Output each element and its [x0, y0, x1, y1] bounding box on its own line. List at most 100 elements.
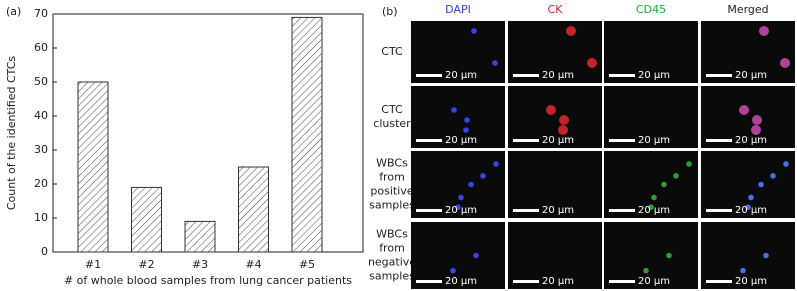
cell	[587, 58, 597, 68]
scale-bar-label: 20 μm	[445, 70, 477, 81]
bar	[131, 186, 162, 253]
cell	[780, 58, 790, 68]
cell	[783, 161, 789, 167]
scale-bar-label: 20 μm	[542, 70, 574, 81]
row-label: CTC	[381, 103, 403, 116]
column-header: CD45	[636, 3, 666, 16]
column-header: DAPI	[445, 3, 471, 16]
scale-bar-label: 20 μm	[445, 276, 477, 287]
scale-bar-label: 20 μm	[735, 135, 767, 146]
scale-bar	[416, 209, 442, 212]
micrograph	[604, 21, 698, 83]
row-label: positive	[370, 185, 413, 198]
scale-bar-label: 20 μm	[638, 276, 670, 287]
cell	[464, 117, 470, 123]
cell	[648, 204, 654, 210]
row-label: from	[379, 171, 405, 184]
cell	[559, 115, 569, 125]
y-tick-label: 60	[34, 41, 48, 54]
y-tick-label: 0	[41, 245, 48, 258]
column-header: Merged	[727, 3, 768, 16]
cell	[739, 105, 749, 115]
y-tick-label: 30	[34, 143, 48, 156]
cell	[686, 161, 692, 167]
row-label: WBCs	[376, 157, 408, 170]
cell	[752, 115, 762, 125]
x-axis-label: # of whole blood samples from lung cance…	[64, 274, 352, 287]
panel-label: (a)	[6, 5, 21, 18]
scale-bar	[609, 74, 635, 77]
row-label: CTC	[381, 45, 403, 58]
cell	[458, 194, 464, 201]
bar	[238, 166, 269, 253]
cell	[471, 28, 477, 34]
micrograph	[508, 222, 602, 289]
y-tick-label: 50	[34, 75, 48, 88]
micrograph	[411, 86, 505, 148]
x-tick-label: #3	[192, 258, 208, 271]
scale-bar	[706, 74, 732, 77]
scale-bar	[609, 209, 635, 212]
micrograph	[411, 21, 505, 83]
cell	[451, 107, 457, 113]
column-header: CK	[548, 3, 564, 16]
scale-bar	[609, 280, 635, 283]
micrograph	[508, 86, 602, 148]
micrograph	[604, 222, 698, 289]
cell	[763, 252, 769, 259]
cell	[666, 252, 672, 259]
scale-bar	[706, 139, 732, 142]
cell	[759, 26, 769, 36]
micrograph	[508, 151, 602, 218]
cell	[661, 181, 667, 188]
cell	[468, 181, 474, 188]
x-tick-label: #4	[245, 258, 261, 271]
cell	[566, 26, 576, 36]
scale-bar-label: 20 μm	[445, 135, 477, 146]
scale-bar	[513, 209, 539, 212]
scale-bar-label: 20 μm	[735, 70, 767, 81]
cell	[492, 60, 498, 66]
row-label: samples	[369, 270, 415, 283]
y-tick-label: 10	[34, 211, 48, 224]
cell	[558, 125, 568, 135]
scale-bar-label: 20 μm	[735, 205, 767, 216]
scale-bar-label: 20 μm	[638, 70, 670, 81]
x-tick-label: #1	[85, 258, 101, 271]
row-label: samples	[369, 199, 415, 212]
scale-bar-label: 20 μm	[638, 135, 670, 146]
micrograph	[701, 86, 795, 148]
row-label: WBCs	[376, 228, 408, 241]
x-tick-label: #5	[299, 258, 315, 271]
scale-bar	[416, 74, 442, 77]
cell	[770, 173, 776, 179]
scale-bar-label: 20 μm	[638, 205, 670, 216]
micrograph	[701, 222, 795, 289]
scale-bar	[609, 139, 635, 142]
cell	[480, 173, 486, 179]
bar	[77, 81, 109, 253]
scale-bar	[706, 280, 732, 283]
row-label: cluster	[373, 117, 411, 130]
micrograph	[411, 222, 505, 289]
scale-bar	[416, 139, 442, 142]
micrograph	[508, 21, 602, 83]
bar	[291, 16, 323, 253]
y-tick-label: 40	[34, 109, 48, 122]
scale-bar	[513, 139, 539, 142]
cell	[463, 127, 469, 133]
cell	[651, 194, 657, 201]
cell	[751, 125, 761, 135]
cell	[758, 181, 764, 188]
y-tick-label: 20	[34, 177, 48, 190]
scale-bar	[513, 280, 539, 283]
scale-bar-label: 20 μm	[542, 276, 574, 287]
scale-bar-label: 20 μm	[735, 276, 767, 287]
micrograph	[701, 21, 795, 83]
scale-bar-label: 20 μm	[445, 205, 477, 216]
bar	[184, 220, 216, 253]
y-axis-label: Count of the identified CTCs	[5, 56, 18, 211]
cell	[745, 204, 751, 210]
scale-bar	[513, 74, 539, 77]
